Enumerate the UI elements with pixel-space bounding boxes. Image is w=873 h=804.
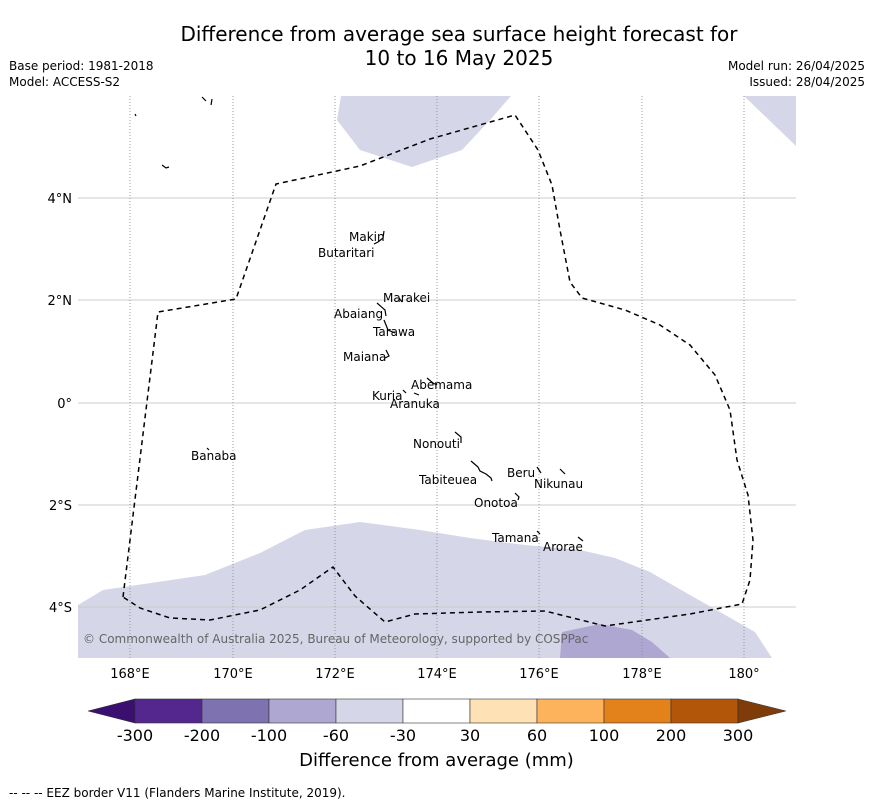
lat-label-4s: 4°S bbox=[49, 601, 72, 616]
colorbar-extend-high bbox=[737, 698, 787, 724]
issued-text: Issued: 28/04/2025 bbox=[749, 75, 865, 89]
island-label-makin: Makin bbox=[349, 230, 385, 244]
island-label-banaba: Banaba bbox=[191, 449, 237, 463]
island-label-aranuka: Aranuka bbox=[390, 397, 440, 411]
model-text: Model: ACCESS-S2 bbox=[9, 75, 121, 89]
lon-gridlines bbox=[129, 96, 745, 658]
island-label-nonouti: Nonouti bbox=[413, 437, 460, 451]
colorbar-extend-low bbox=[87, 698, 136, 724]
title-line-2: 10 to 16 May 2025 bbox=[364, 46, 554, 70]
lat-label-4n: 4°N bbox=[48, 192, 73, 207]
island-label-kuria: Kuria bbox=[372, 389, 403, 403]
lat-label-0: 0° bbox=[57, 397, 72, 412]
meta-left: Base period: 1981-2018 Model: ACCESS-S2 bbox=[9, 58, 154, 90]
cb-tick-10: 300 bbox=[723, 726, 754, 745]
lat-label-2n: 2°N bbox=[48, 294, 73, 309]
map-title: Difference from average sea surface heig… bbox=[0, 22, 873, 70]
island-label-abemama: Abemama bbox=[411, 378, 472, 392]
lon-label-176e: 176°E bbox=[519, 667, 559, 682]
eez-border bbox=[122, 114, 754, 627]
cb-tick-9: 200 bbox=[656, 726, 687, 745]
island-label-marakei: Marakei bbox=[383, 291, 430, 305]
island-label-tarawa: Tarawa bbox=[372, 325, 415, 339]
island-label-butaritari: Butaritari bbox=[318, 246, 375, 260]
colorbar-bin-5 bbox=[402, 698, 471, 724]
meta-right: Model run: 26/04/2025 Issued: 28/04/2025 bbox=[728, 58, 865, 90]
lon-label-170e: 170°E bbox=[213, 667, 253, 682]
colorbar-bin-7 bbox=[536, 698, 605, 724]
island-label-abaiang: Abaiang bbox=[334, 307, 383, 321]
shade-north bbox=[337, 96, 511, 167]
cb-tick-1: -300 bbox=[117, 726, 153, 745]
colorbar-bin-1 bbox=[134, 698, 203, 724]
colorbar-bin-9 bbox=[670, 698, 739, 724]
lon-label-168e: 168°E bbox=[110, 667, 150, 682]
colorbar-bin-4 bbox=[335, 698, 404, 724]
cb-tick-6: 30 bbox=[460, 726, 480, 745]
copyright-text: © Commonwealth of Australia 2025, Bureau… bbox=[83, 632, 589, 646]
cb-tick-8: 100 bbox=[589, 726, 620, 745]
cb-tick-7: 60 bbox=[527, 726, 547, 745]
colorbar-title: Difference from average (mm) bbox=[299, 750, 574, 771]
shade-south bbox=[78, 522, 772, 658]
island-label-onotoa: Onotoa bbox=[474, 496, 518, 510]
lon-label-172e: 172°E bbox=[315, 667, 355, 682]
colorbar-tick-labels: -300 -200 -100 -60 -30 30 60 100 200 300 bbox=[117, 726, 753, 745]
cb-tick-5: -30 bbox=[390, 726, 416, 745]
island-label-arorae: Arorae bbox=[543, 540, 583, 554]
colorbar-bin-3 bbox=[268, 698, 337, 724]
colorbar-bin-2 bbox=[201, 698, 270, 724]
lon-label-180: 180° bbox=[728, 667, 759, 682]
shade-south-deeper bbox=[560, 624, 670, 658]
lat-labels: 4°N 2°N 0° 2°S 4°S bbox=[48, 192, 73, 616]
map-area bbox=[78, 96, 796, 658]
island-labels: Makin Butaritari Marakei Abaiang Tarawa … bbox=[191, 230, 583, 554]
cb-tick-3: -100 bbox=[251, 726, 287, 745]
lat-label-2s: 2°S bbox=[49, 499, 72, 514]
island-label-beru: Beru bbox=[507, 466, 535, 480]
cb-tick-4: -60 bbox=[323, 726, 349, 745]
lon-label-178e: 178°E bbox=[622, 667, 662, 682]
colorbar-bin-6 bbox=[469, 698, 538, 724]
lon-labels: 168°E 170°E 172°E 174°E 176°E 178°E 180° bbox=[110, 667, 759, 682]
island-label-tamana: Tamana bbox=[491, 531, 539, 545]
lon-label-174e: 174°E bbox=[417, 667, 457, 682]
colorbar-bin-8 bbox=[603, 698, 672, 724]
eez-footnote: -- -- -- EEZ border V11 (Flanders Marine… bbox=[9, 786, 346, 800]
cb-tick-2: -200 bbox=[184, 726, 220, 745]
shade-northeast bbox=[744, 96, 796, 146]
island-coastlines bbox=[134, 96, 584, 542]
island-label-tabiteuea: Tabiteuea bbox=[418, 473, 477, 487]
title-line-1: Difference from average sea surface heig… bbox=[180, 22, 738, 46]
island-label-maiana: Maiana bbox=[343, 350, 386, 364]
model-run-text: Model run: 26/04/2025 bbox=[727, 59, 865, 73]
island-label-nikunau: Nikunau bbox=[534, 477, 583, 491]
base-period-text: Base period: 1981-2018 bbox=[9, 59, 154, 73]
colorbar bbox=[87, 698, 787, 724]
